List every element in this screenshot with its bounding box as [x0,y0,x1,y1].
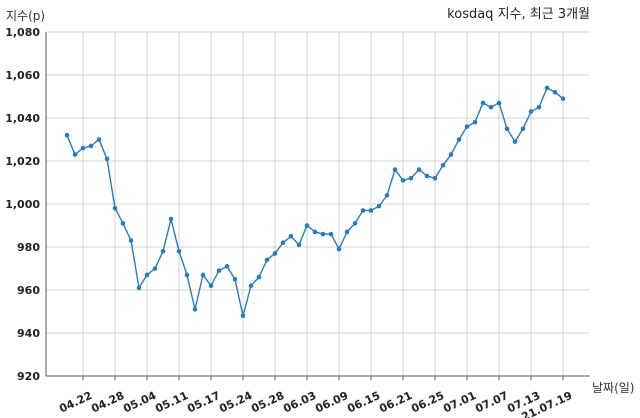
data-point [504,126,510,132]
chart-title: kosdaq 지수, 최근 3개월 [447,7,590,22]
series-layer [64,85,566,319]
data-point [304,223,310,228]
data-point [312,229,318,235]
axes [45,32,590,380]
data-point [536,104,542,110]
data-point [520,126,526,132]
grid [46,31,590,377]
data-point [104,156,110,162]
data-point [96,137,102,142]
data-point [528,109,534,114]
data-point [224,264,230,269]
data-point [152,266,158,271]
data-point [184,272,190,278]
x-tick-label: 05.11 [153,389,190,415]
x-tick-label: 07.01 [441,389,478,415]
series-line [66,86,564,316]
data-point [120,221,126,226]
x-axis-title: 날짜(일) [592,381,634,395]
data-point [552,89,558,95]
data-point [128,238,134,243]
data-point [344,229,350,235]
x-tick-label: 06.15 [345,389,382,415]
data-point [480,100,486,106]
data-point [416,167,422,172]
data-point [264,257,270,263]
data-point [432,175,438,181]
y-tick-label: 1,080 [5,26,40,39]
data-point [376,203,382,209]
y-axis-title: 지수(p) [6,9,45,23]
data-point [440,163,446,168]
data-point [176,249,182,254]
data-point [192,307,198,312]
data-point [144,272,150,278]
x-axis-ticks: 04.2204.2805.0405.1105.1705.2405.2806.03… [57,389,574,418]
data-point [464,124,470,129]
data-point [248,283,254,289]
data-point [296,242,302,248]
data-point [392,167,398,172]
data-point [272,251,278,256]
x-tick-label: 06.09 [313,389,350,415]
data-point [64,132,70,138]
y-tick-label: 1,040 [5,112,40,125]
data-point [288,233,294,239]
x-tick-label: 06.03 [281,389,318,415]
y-tick-label: 1,000 [5,198,40,211]
data-point [168,216,174,222]
data-point [320,231,326,237]
x-tick-label: 06.25 [409,389,446,415]
data-point [216,268,222,273]
data-point [88,143,94,149]
data-point [496,100,502,106]
x-tick-label: 04.22 [57,389,94,415]
data-point [208,283,214,289]
x-tick-label: 05.17 [185,389,222,415]
data-point [544,85,550,91]
data-point [360,208,366,213]
data-point [72,152,78,157]
data-point [368,208,374,213]
x-tick-label: 06.21 [377,389,414,415]
data-point [112,206,118,211]
y-tick-label: 940 [17,327,40,340]
y-tick-label: 1,060 [5,69,40,82]
data-point [336,246,342,252]
data-point [352,221,358,226]
data-point [408,175,414,181]
y-axis-ticks: 920 940 960 980 1,000 1,020 1,040 1,060 1,080 [5,26,40,383]
data-point [328,231,334,237]
data-point [160,249,166,254]
y-tick-label: 960 [17,284,40,297]
y-tick-label: 920 [17,370,40,383]
y-tick-label: 980 [17,241,40,254]
data-point [200,272,206,278]
data-point [472,120,478,125]
data-point [424,173,430,179]
x-tick-label: 07.07 [473,389,510,415]
x-tick-label: 05.04 [121,389,158,416]
data-point [560,96,566,101]
data-point [80,145,86,151]
data-point [232,276,238,282]
data-point [512,139,518,144]
x-tick-label: 05.24 [217,389,254,416]
data-point [240,313,246,319]
data-point [456,137,462,142]
y-tick-label: 1,020 [5,155,40,168]
data-point [488,104,494,110]
data-point [136,285,142,291]
data-point [448,152,454,157]
data-point [384,193,390,198]
data-point [280,240,286,245]
data-point [256,274,262,280]
x-tick-label: 04.28 [89,389,126,415]
x-tick-label: 05.28 [249,389,286,415]
data-point [400,178,406,183]
